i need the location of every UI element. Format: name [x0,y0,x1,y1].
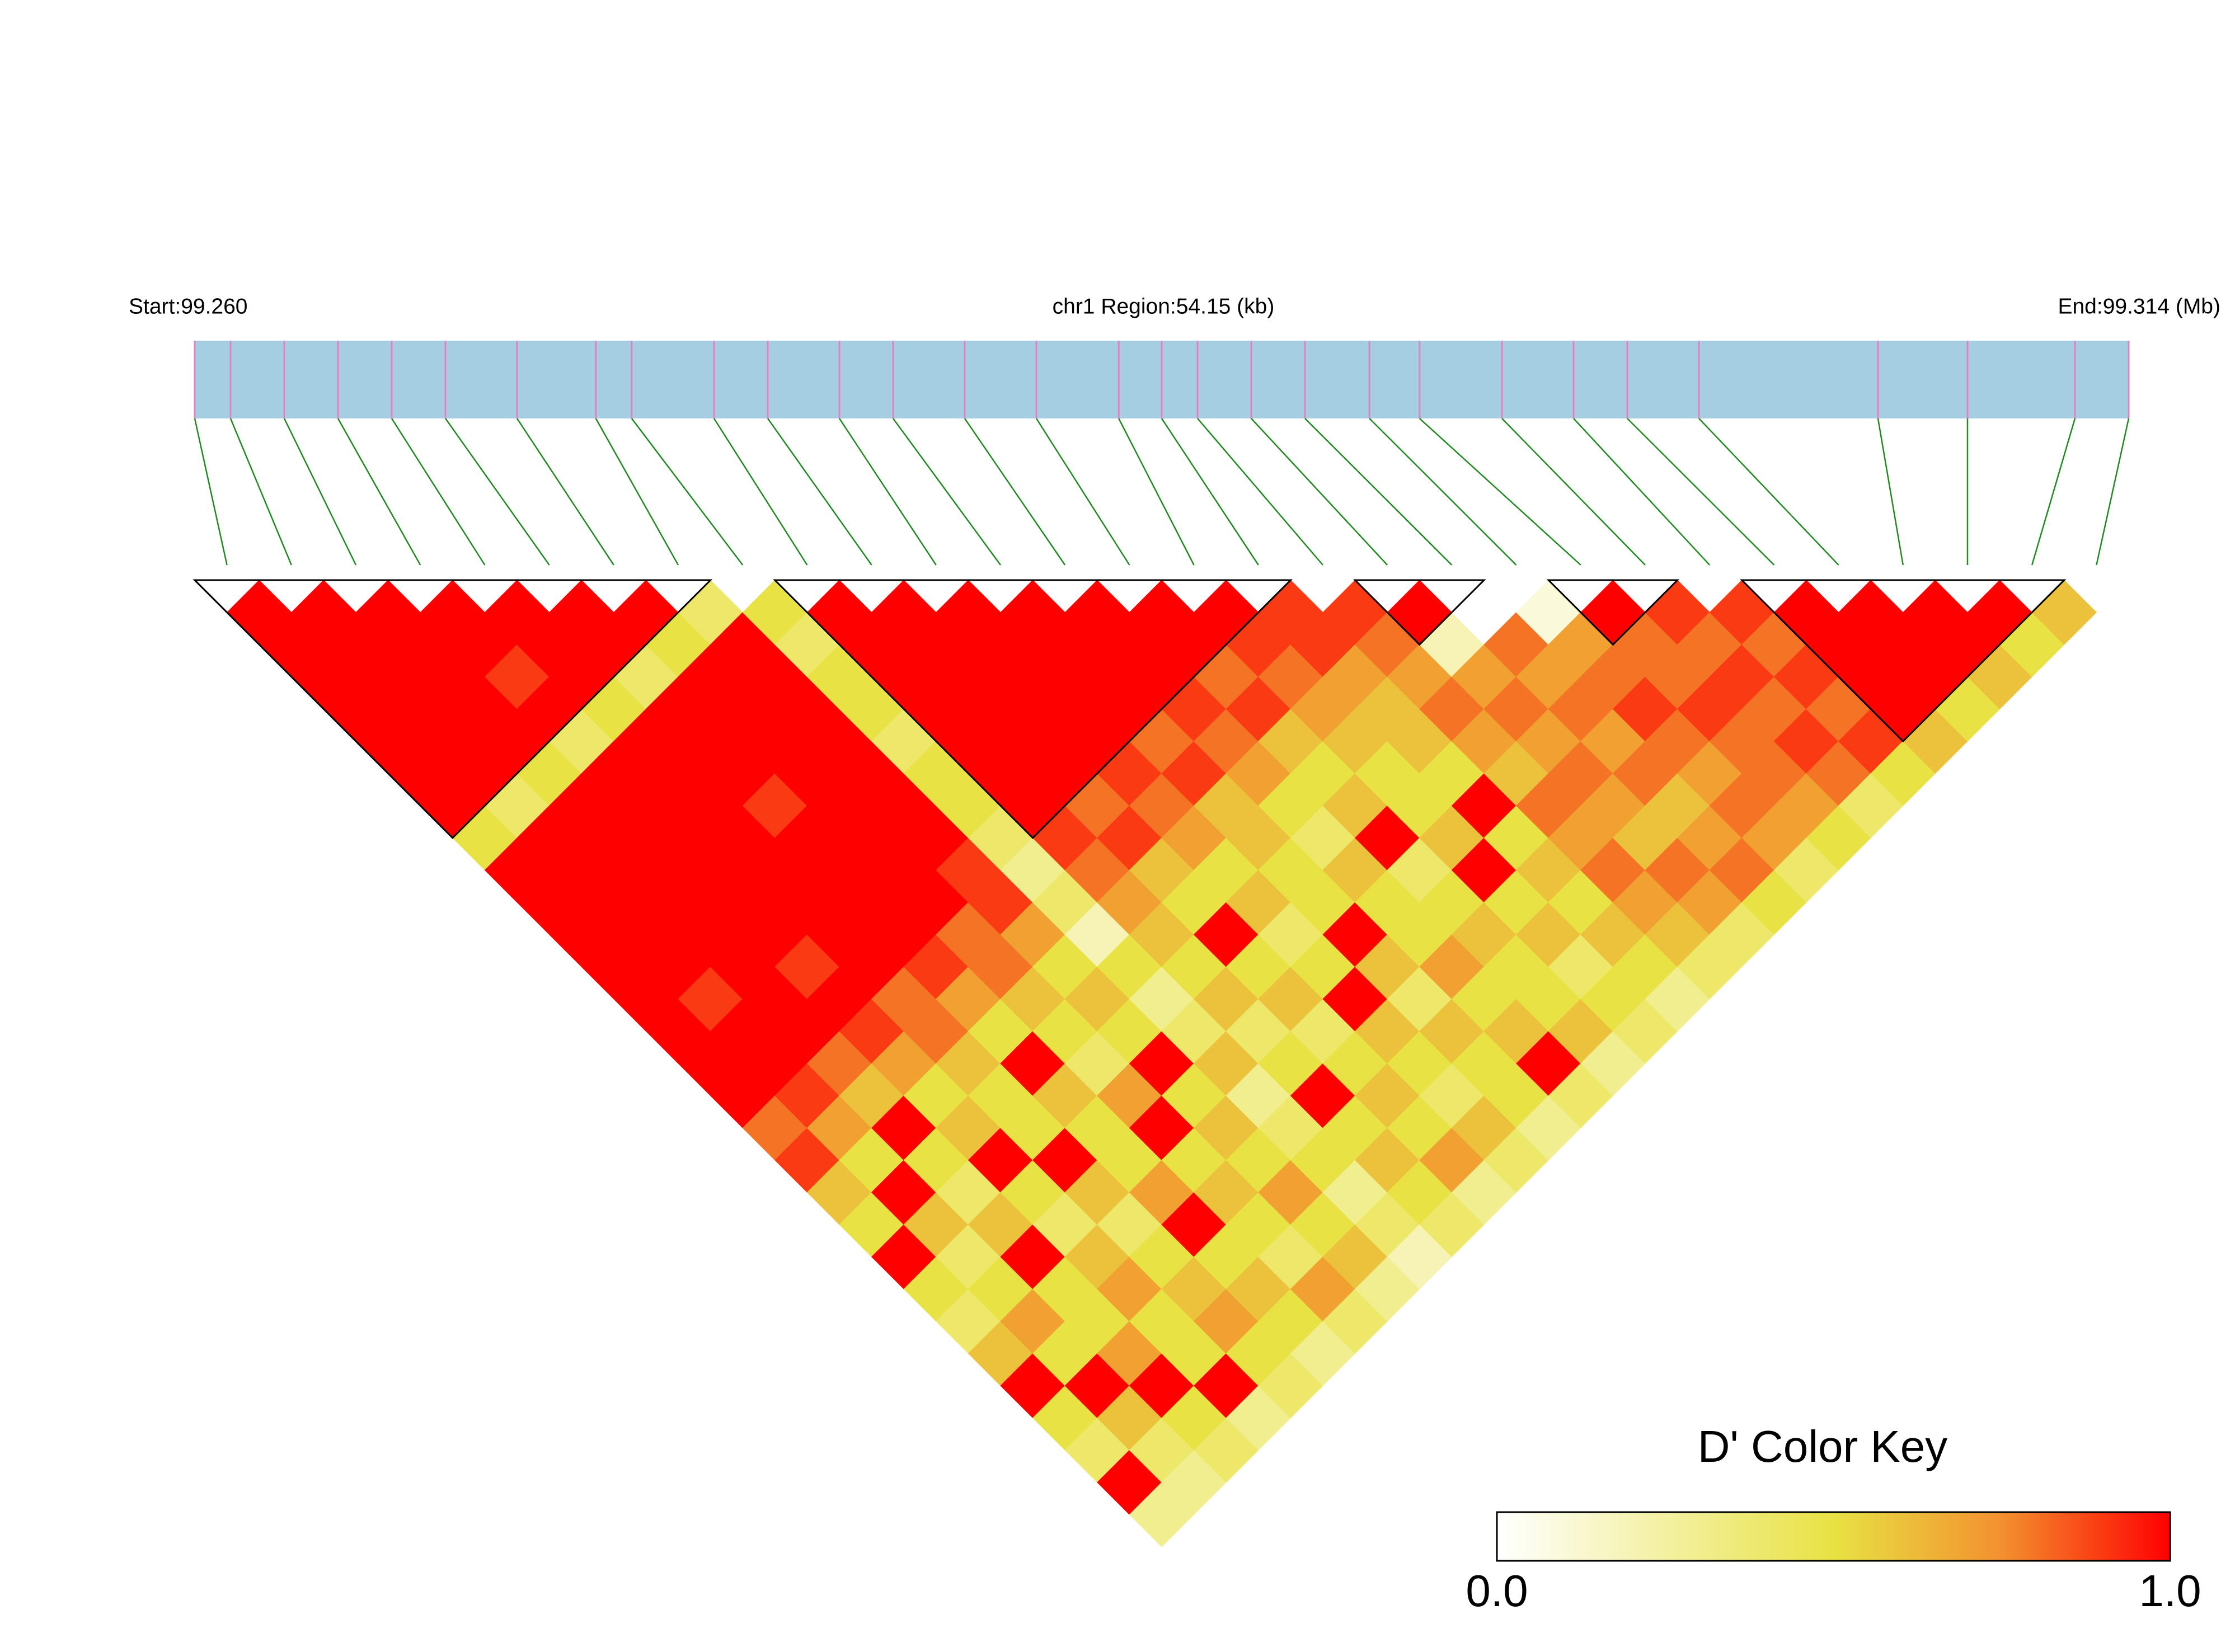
snp-link [1197,418,1323,566]
color-key-bar [1496,1511,2171,1562]
snp-link [1419,418,1581,566]
ld-block-outline [1353,579,1486,646]
snp-link [2096,418,2130,566]
snp-link [1304,418,1453,566]
snp-link [631,418,744,566]
ld-block-outline [1546,579,1680,646]
snp-link [1251,418,1388,566]
snp-link [713,418,808,566]
snp-link [1627,418,1775,566]
region-title: chr1 Region:54.15 (kb) [1053,294,1275,318]
snp-link [838,418,937,566]
end-label: End:99.314 (Mb) [2058,294,2220,318]
ld-block-outline [773,579,1293,839]
snp-link [892,418,1002,566]
snp-link [595,418,679,566]
color-key-tick-label: 0.0 [1466,1566,1528,1616]
snp-link [194,418,228,566]
snp-link [516,418,614,566]
color-key-title: D' Color Key [1698,1422,1948,1471]
snp-link [964,418,1066,566]
snp-link [283,418,357,566]
snp-link [444,418,550,566]
ld-block-outline [192,579,713,839]
snp-link [767,418,872,566]
snp-link [1698,418,1839,566]
snp-link [2031,418,2076,566]
color-key-tick-label: 1.0 [2139,1566,2201,1616]
snp-link [337,418,421,566]
snp-link [1501,418,1646,566]
snp-link [229,418,292,566]
snp-link [1369,418,1517,566]
snp-link [1035,418,1130,566]
snp-link [1118,418,1195,566]
snp-link [1573,418,1711,566]
snp-link [1877,418,1904,566]
ld-block-outline [1740,579,2067,743]
snp-link [1161,418,1259,566]
start-label: Start:99.260 [129,294,247,318]
snp-link [391,418,486,566]
